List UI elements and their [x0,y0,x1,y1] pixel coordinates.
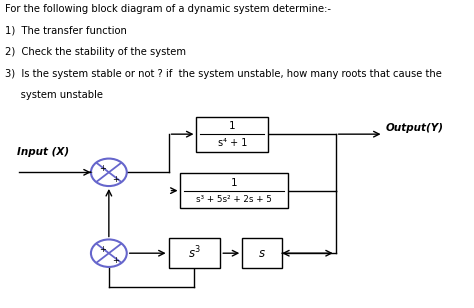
Text: system unstable: system unstable [5,90,103,100]
Text: 1)  The transfer function: 1) The transfer function [5,26,127,36]
Bar [181,173,288,208]
Text: s⁴ + 1: s⁴ + 1 [218,138,247,148]
Text: For the following block diagram of a dynamic system determine:-: For the following block diagram of a dyn… [5,4,331,14]
Bar [196,117,268,152]
Text: $s$: $s$ [258,247,266,260]
Bar [169,238,220,269]
Text: +: + [99,164,106,173]
Text: +: + [112,175,118,184]
Text: 1: 1 [231,178,237,188]
Text: Output(Y): Output(Y) [385,123,444,133]
Text: 2)  Check the stability of the system: 2) Check the stability of the system [5,47,186,57]
Text: +: + [112,256,118,265]
Bar [242,238,282,269]
Text: s³ + 5s² + 2s + 5: s³ + 5s² + 2s + 5 [196,195,272,204]
Text: Input (X): Input (X) [18,148,69,157]
Text: 1: 1 [229,121,236,132]
Text: $s^3$: $s^3$ [188,245,201,261]
Text: 3)  Is the system stable or not ? if  the system unstable, how many roots that c: 3) Is the system stable or not ? if the … [5,69,442,79]
Text: +: + [99,245,106,253]
